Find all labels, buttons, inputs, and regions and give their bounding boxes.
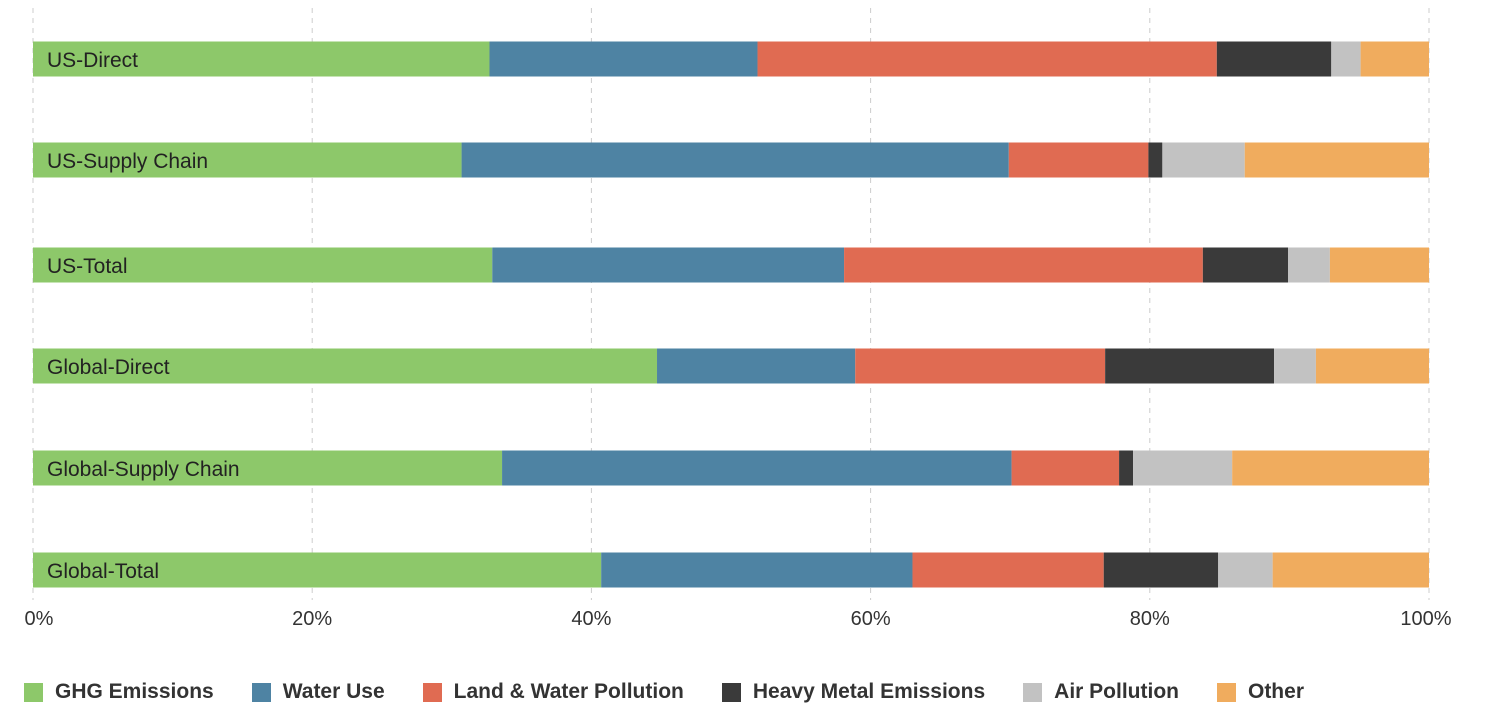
bar-segment — [492, 247, 845, 283]
legend-swatch — [721, 682, 741, 702]
bar-segment — [1119, 450, 1134, 486]
category-label: US-Total — [47, 255, 128, 278]
legend-item: Air Pollution — [1023, 680, 1179, 704]
category-label: Global-Supply Chain — [47, 458, 240, 481]
legend-item: Water Use — [251, 680, 385, 704]
bar-segment — [1008, 142, 1149, 178]
legend-swatch — [422, 682, 442, 702]
bar-segment — [912, 552, 1104, 588]
legend-swatch — [251, 682, 271, 702]
x-tick-label: 60% — [851, 608, 891, 630]
bar-segment — [489, 41, 758, 77]
bar-segment — [1162, 142, 1245, 178]
legend-label: GHG Emissions — [55, 680, 214, 703]
bar-segment — [1315, 348, 1429, 384]
bar-segment — [601, 552, 913, 588]
legend-item: Heavy Metal Emissions — [721, 680, 986, 704]
bar-segment — [33, 41, 490, 77]
bar-segment — [1331, 41, 1361, 77]
category-label: US-Direct — [47, 49, 138, 72]
bar-segment — [1105, 348, 1275, 384]
bar-segment — [1216, 41, 1332, 77]
x-tick-label: 100% — [1400, 608, 1451, 630]
bar-segment — [855, 348, 1106, 384]
legend-label: Water Use — [282, 680, 385, 703]
stacked-bar-chart: US-Direct US-Supply Chain US-Total Global-D… — [25, 8, 1452, 630]
legend-label: Air Pollution — [1054, 680, 1179, 703]
bar-segment — [461, 142, 1009, 178]
bars — [33, 41, 1429, 588]
bar-segment — [1133, 450, 1233, 486]
bar-segment — [1232, 450, 1429, 486]
bar-segment — [33, 450, 503, 486]
x-tick-label: 0% — [25, 608, 54, 630]
bar-segment — [1148, 142, 1163, 178]
bar-segment — [1011, 450, 1120, 486]
bar-segment — [1103, 552, 1219, 588]
legend-label: Heavy Metal Emissions — [752, 680, 986, 703]
bar-segment — [1288, 247, 1330, 283]
bar-segment — [657, 348, 856, 384]
bar-segment — [1218, 552, 1273, 588]
bar-segment — [33, 552, 602, 588]
legend: GHG Emissions Water Use Land & Water Pollu… — [24, 680, 1342, 704]
bar-segment — [502, 450, 1012, 486]
bar-segment — [1360, 41, 1429, 77]
category-label: US-Supply Chain — [47, 150, 208, 173]
category-label: Global-Direct — [47, 356, 170, 379]
x-axis-ticks: 0% 20% 40% 60% 80% 100% — [25, 608, 1452, 630]
x-tick-label: 80% — [1130, 608, 1170, 630]
bar-segment — [1329, 247, 1429, 283]
legend-item: Land & Water Pollution — [422, 680, 684, 704]
bar-segment — [1244, 142, 1429, 178]
legend-label: Other — [1247, 680, 1304, 703]
x-tick-label: 40% — [571, 608, 611, 630]
bar-segment — [1274, 348, 1316, 384]
bar-segment — [1202, 247, 1289, 283]
bar-segment — [844, 247, 1203, 283]
bar-segment — [1272, 552, 1429, 588]
legend-swatch — [1023, 682, 1043, 702]
bar-labels: US-Direct US-Supply Chain US-Total Global-D… — [47, 49, 240, 583]
legend-item: Other — [1216, 680, 1304, 704]
legend-swatch — [1216, 682, 1236, 702]
bar-segment — [33, 247, 493, 283]
category-label: Global-Total — [47, 560, 159, 583]
bar-segment — [33, 142, 462, 178]
x-tick-label: 20% — [292, 608, 332, 630]
legend-item: GHG Emissions — [24, 680, 214, 704]
legend-swatch — [24, 682, 43, 702]
grid-lines — [32, 8, 1430, 600]
bar-segment — [33, 348, 658, 384]
legend-label: Land & Water Pollution — [453, 680, 684, 703]
bar-segment — [757, 41, 1217, 77]
